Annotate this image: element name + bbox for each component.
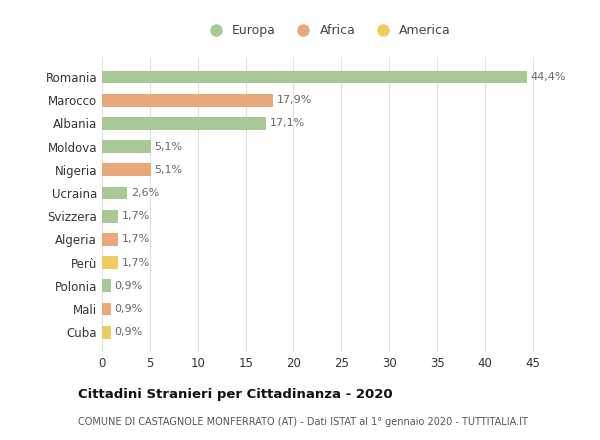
- Text: 0,9%: 0,9%: [115, 281, 143, 291]
- Text: 17,1%: 17,1%: [269, 118, 305, 128]
- Text: 1,7%: 1,7%: [122, 211, 151, 221]
- Bar: [102, 163, 151, 176]
- Bar: [102, 210, 118, 223]
- Bar: [102, 326, 110, 339]
- Bar: [102, 140, 151, 153]
- Bar: [102, 279, 110, 292]
- Text: COMUNE DI CASTAGNOLE MONFERRATO (AT) - Dati ISTAT al 1° gennaio 2020 - TUTTITALI: COMUNE DI CASTAGNOLE MONFERRATO (AT) - D…: [78, 417, 528, 427]
- Text: 0,9%: 0,9%: [115, 304, 143, 314]
- Bar: [102, 256, 118, 269]
- Text: 1,7%: 1,7%: [122, 235, 151, 244]
- Bar: [102, 303, 110, 315]
- Text: 17,9%: 17,9%: [277, 95, 313, 105]
- Legend: Europa, Africa, America: Europa, Africa, America: [198, 19, 456, 42]
- Text: 0,9%: 0,9%: [115, 327, 143, 337]
- Bar: [102, 70, 527, 83]
- Bar: [102, 94, 274, 106]
- Text: 44,4%: 44,4%: [531, 72, 566, 82]
- Text: Cittadini Stranieri per Cittadinanza - 2020: Cittadini Stranieri per Cittadinanza - 2…: [78, 388, 392, 401]
- Text: 1,7%: 1,7%: [122, 257, 151, 268]
- Text: 5,1%: 5,1%: [155, 165, 183, 175]
- Bar: [102, 187, 127, 199]
- Text: 5,1%: 5,1%: [155, 142, 183, 152]
- Text: 2,6%: 2,6%: [131, 188, 159, 198]
- Bar: [102, 233, 118, 246]
- Bar: [102, 117, 266, 130]
